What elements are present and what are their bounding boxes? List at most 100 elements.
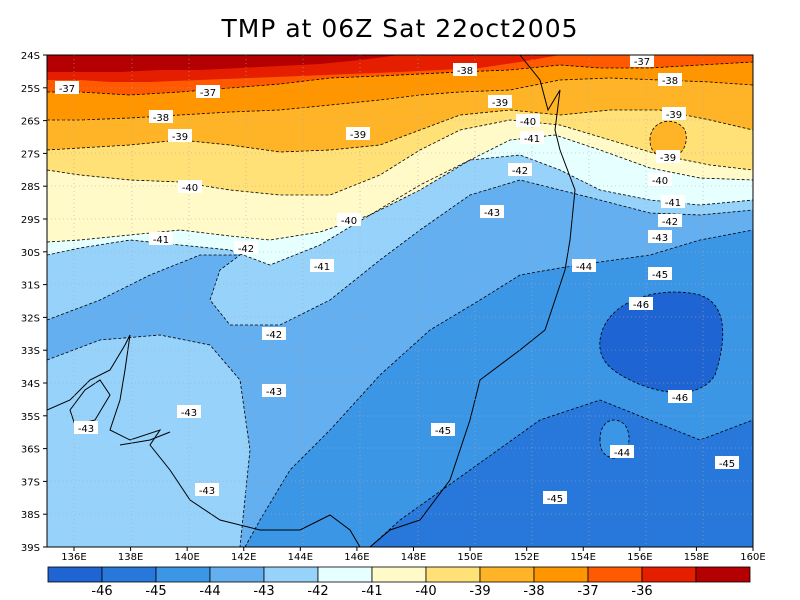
- lat-label: 29S: [21, 215, 40, 226]
- contour-label-text: -46: [633, 300, 649, 311]
- contour-label-bg: [715, 456, 739, 469]
- lon-label: 138E: [118, 552, 143, 563]
- colorbar-label: -46: [91, 584, 112, 599]
- contour-label-bg: [262, 327, 286, 340]
- contour-label-bg: [543, 491, 567, 504]
- contour-line: [47, 134, 753, 243]
- contour-label-text: -46: [672, 393, 688, 404]
- contour-label-bg: [648, 267, 672, 280]
- colorbar-swatch: [317, 566, 373, 583]
- lat-label: 36S: [21, 445, 40, 456]
- contour-label-bg: [196, 85, 220, 98]
- contour-label: -46: [629, 297, 653, 311]
- lat-label: 32S: [21, 313, 40, 324]
- contour-label-bg: [195, 483, 219, 496]
- lon-label: 152E: [514, 552, 539, 563]
- contour-label-text: -41: [153, 235, 169, 246]
- contour-line: [47, 77, 753, 121]
- contour-label-text: -43: [78, 424, 94, 435]
- contour-label-bg: [658, 73, 682, 86]
- contour-label-bg: [262, 384, 286, 397]
- lat-label: 34S: [21, 379, 40, 390]
- lon-label: 150E: [457, 552, 482, 563]
- colorbar-label: -36: [631, 584, 652, 599]
- contour-label-text: -45: [435, 426, 451, 437]
- contour-label-bg: [629, 297, 653, 310]
- contour-label-bg: [648, 173, 672, 186]
- coastline-path: [47, 334, 361, 547]
- lon-label: 154E: [571, 552, 596, 563]
- map-frame: [46, 54, 754, 548]
- lat-label: 37S: [21, 477, 40, 488]
- contour-label: -39: [656, 150, 680, 164]
- contour-label-text: -42: [512, 166, 528, 177]
- contour-label-bg: [178, 180, 202, 193]
- contour-label: -40: [178, 180, 202, 194]
- contour-lines: [47, 61, 753, 547]
- contour-label-bg: [656, 150, 680, 163]
- contour-label-bg: [480, 205, 504, 218]
- contour-line: [244, 229, 753, 547]
- contour-label: -42: [262, 327, 286, 341]
- contour-label-bg: [337, 213, 361, 226]
- contour-label: -42: [658, 214, 682, 228]
- contour-label-text: -37: [634, 57, 650, 68]
- contour-label: -41: [661, 195, 685, 209]
- contour-label: -45: [715, 456, 739, 470]
- contour-label: -39: [488, 95, 512, 109]
- contour-label-text: -45: [719, 459, 735, 470]
- contour-label: -43: [648, 230, 672, 244]
- contour-label-text: -43: [199, 486, 215, 497]
- contour-label-text: -45: [547, 494, 563, 505]
- colorbar-label: -44: [199, 584, 220, 599]
- contour-label-text: -40: [182, 183, 198, 194]
- contour-label-text: -42: [662, 217, 678, 228]
- lon-label: 156E: [627, 552, 652, 563]
- contour-line: [47, 109, 753, 153]
- contour-line: [47, 179, 753, 326]
- contour-label: -43: [262, 384, 286, 398]
- contour-label-bg: [610, 445, 634, 458]
- contour-label-text: -41: [665, 198, 681, 209]
- contour-label-bg: [177, 405, 201, 418]
- contour-label-bg: [516, 114, 540, 127]
- contour-label-bg: [234, 241, 258, 254]
- lat-label: 25S: [21, 84, 40, 95]
- coastline-path: [119, 431, 171, 446]
- contour-label-bg: [662, 107, 686, 120]
- contour-label-text: -43: [652, 233, 668, 244]
- contour-label-text: -38: [153, 113, 169, 124]
- contour-label: -39: [662, 107, 686, 121]
- contour-label-bg: [55, 81, 79, 94]
- colorbar-label: -41: [361, 584, 382, 599]
- band-fill: [599, 292, 723, 393]
- lon-label: 140E: [174, 552, 199, 563]
- colorbar-swatch: [155, 566, 211, 583]
- contour-label-text: -45: [652, 270, 668, 281]
- contour-label-bg: [668, 390, 692, 403]
- contour-label-text: -39: [172, 132, 188, 143]
- contour-label-bg: [508, 163, 532, 176]
- colorbar-label: -42: [307, 584, 328, 599]
- colorbar-label: -43: [253, 584, 274, 599]
- contour-label-bg: [630, 54, 654, 67]
- contour-label-text: -42: [238, 244, 254, 255]
- contour-label-text: -37: [200, 88, 216, 99]
- lon-label: 136E: [61, 552, 86, 563]
- colorbar-swatch: [587, 566, 643, 583]
- contour-line: [599, 291, 724, 393]
- band-fill: [650, 121, 687, 159]
- contour-label-bg: [168, 129, 192, 142]
- lon-label: 160E: [740, 552, 765, 563]
- contour-label-text: -40: [652, 176, 668, 187]
- latitude-axis: 24S 25S 26S 27S 28S 29S 30S 31S 32S 33S 34S 35S 36S 3…: [21, 51, 47, 554]
- contour-label-text: -42: [266, 330, 282, 341]
- contour-label-bg: [310, 259, 334, 272]
- contour-label: -42: [234, 241, 258, 255]
- longitude-axis: 136E 138E 140E 142E 144E 146E 148E 150E 152E 154E…: [61, 547, 766, 563]
- contour-label-bg: [74, 421, 98, 434]
- colorbar-swatch: [47, 566, 103, 583]
- lon-label: 158E: [684, 552, 709, 563]
- band-fill: [47, 55, 400, 72]
- contour-label: -43: [480, 205, 504, 219]
